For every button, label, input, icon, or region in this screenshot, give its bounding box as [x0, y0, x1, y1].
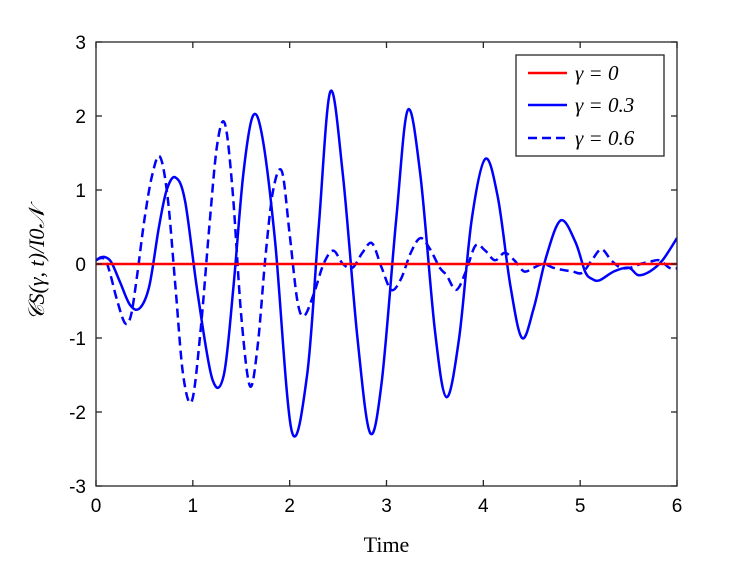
y-tick-label: 1	[75, 181, 86, 202]
legend-label-gamma-0-6: γ = 0.6	[575, 126, 635, 150]
x-tick-label: 0	[91, 496, 102, 517]
series-line-gamma-0-3	[96, 89, 677, 438]
x-tick-label: 5	[575, 496, 586, 517]
y-tick-label: -3	[69, 477, 86, 498]
y-tick-label: 3	[75, 33, 86, 54]
legend: γ = 0 γ = 0.3 γ = 0.6	[515, 54, 665, 157]
x-axis-label: Time	[364, 532, 410, 557]
y-tick-label: -1	[69, 329, 86, 350]
legend-label-gamma-0: γ = 0	[575, 61, 619, 85]
ticks-layer: 0 1 2 3 4 5 6 -3 -2 -1 0 1 2 3	[69, 33, 682, 517]
x-tick-label: 1	[188, 496, 199, 517]
x-tick-label: 2	[284, 496, 295, 517]
series-line-gamma-0-6	[96, 120, 677, 404]
x-tick-label: 3	[381, 496, 392, 517]
y-tick-label: 0	[75, 255, 86, 276]
legend-label-gamma-0-3: γ = 0.3	[575, 93, 634, 117]
y-tick-label: -2	[69, 403, 86, 424]
series-layer	[96, 89, 677, 438]
y-axis-label: 𝒞S(γ, t)/I0𝒩	[24, 201, 49, 321]
x-tick-label: 6	[672, 496, 683, 517]
x-tick-label: 4	[478, 496, 489, 517]
y-tick-label: 2	[75, 107, 86, 128]
